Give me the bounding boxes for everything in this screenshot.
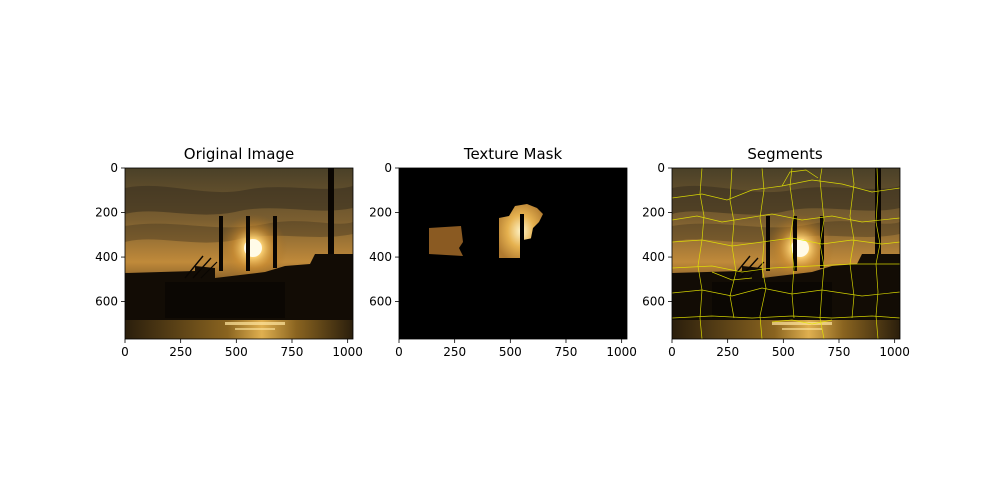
y-tick-label: 200: [369, 206, 392, 220]
panel-segments: Segments 0 250 500: [642, 145, 910, 359]
x-axis: 0 250 500 750 1000: [395, 339, 637, 359]
original-image: [124, 167, 354, 340]
segments-image: [671, 167, 901, 340]
y-tick-label: 0: [110, 161, 118, 175]
x-tick-label: 250: [443, 345, 466, 359]
x-tick-label: 500: [225, 345, 248, 359]
y-tick-label: 0: [657, 161, 665, 175]
x-tick-label: 1000: [879, 345, 910, 359]
y-tick-label: 200: [642, 206, 665, 220]
y-tick-label: 600: [95, 295, 118, 309]
plot-frame: [398, 167, 628, 340]
x-tick-label: 1000: [606, 345, 637, 359]
y-tick-label: 200: [95, 206, 118, 220]
x-tick-label: 750: [828, 345, 851, 359]
x-axis: 0 250 500 750 1000: [668, 339, 910, 359]
x-tick-label: 250: [169, 345, 192, 359]
y-tick-label: 400: [642, 250, 665, 264]
panel-original-image: Original Image 0 250 500 750 1000 0 200 400 600: [95, 145, 363, 359]
panel-3-title: Segments: [747, 145, 823, 163]
x-tick-label: 250: [716, 345, 739, 359]
plot-frame: [671, 167, 901, 340]
x-tick-label: 500: [499, 345, 522, 359]
y-axis: 0 200 400 600: [369, 161, 399, 309]
x-axis: 0 250 500 750 1000: [121, 339, 363, 359]
y-tick-label: 600: [642, 295, 665, 309]
x-tick-label: 750: [555, 345, 578, 359]
texture-mask-image: [399, 168, 627, 339]
x-tick-label: 0: [668, 345, 676, 359]
y-tick-label: 400: [95, 250, 118, 264]
y-axis: 0 200 400 600: [95, 161, 125, 309]
panel-2-title: Texture Mask: [463, 145, 563, 163]
y-tick-label: 600: [369, 295, 392, 309]
panel-1-title: Original Image: [184, 145, 294, 163]
plot-frame: [124, 167, 354, 340]
x-tick-label: 0: [395, 345, 403, 359]
segment-boundaries: [671, 167, 901, 340]
y-tick-label: 0: [384, 161, 392, 175]
x-tick-label: 0: [121, 345, 129, 359]
x-tick-label: 500: [772, 345, 795, 359]
x-tick-label: 750: [281, 345, 304, 359]
y-axis: 0 200 400 600: [642, 161, 672, 309]
panel-texture-mask: Texture Mask 0 250 500 750 1000 0 200 400 600: [369, 145, 637, 359]
x-tick-label: 1000: [332, 345, 363, 359]
y-tick-label: 400: [369, 250, 392, 264]
